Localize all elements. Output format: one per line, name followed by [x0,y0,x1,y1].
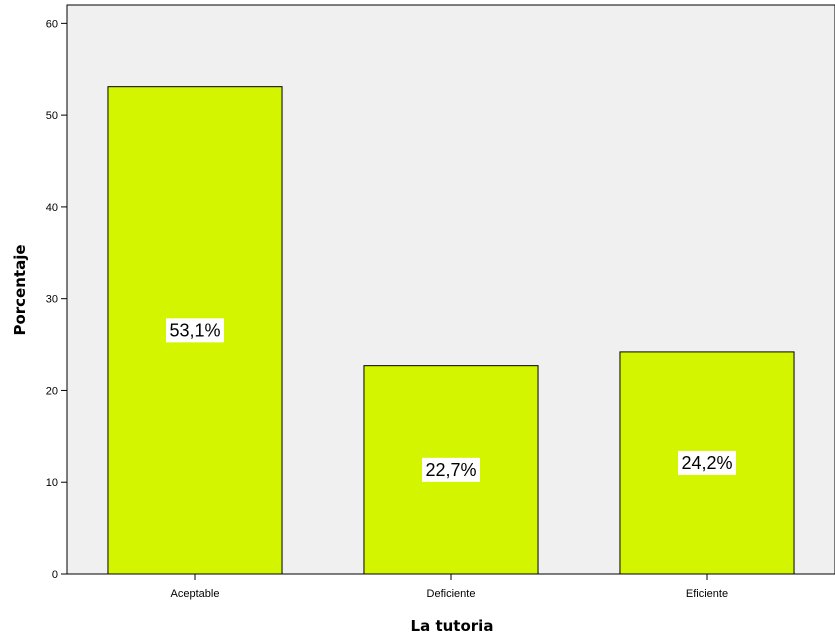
data-label: 24,2% [681,453,732,473]
y-axis: 0 10 20 30 40 50 60 [46,18,67,581]
y-tick-label: 50 [46,110,58,122]
y-tick-label: 10 [46,477,58,489]
data-label-box [422,457,480,482]
x-tick-label: Deficiente [427,588,476,600]
y-axis-title: Porcentaje [11,244,29,335]
data-label: 22,7% [425,460,476,480]
data-label-box [678,450,736,475]
x-tick-label: Eficiente [686,588,728,600]
data-label-box [166,318,224,343]
bars-group: 53,1% 22,7% 24,2% [107,86,795,575]
x-axis: Aceptable Deficiente Eficiente [171,574,728,600]
y-tick-label: 20 [46,385,58,397]
x-tick-label: Aceptable [171,588,220,600]
y-tick-label: 60 [46,18,58,30]
x-axis-title: La tutoria [411,617,494,635]
y-tick-label: 40 [46,202,58,214]
y-tick-label: 30 [46,294,58,306]
y-tick-label: 0 [52,569,58,581]
data-label: 53,1% [169,320,220,340]
